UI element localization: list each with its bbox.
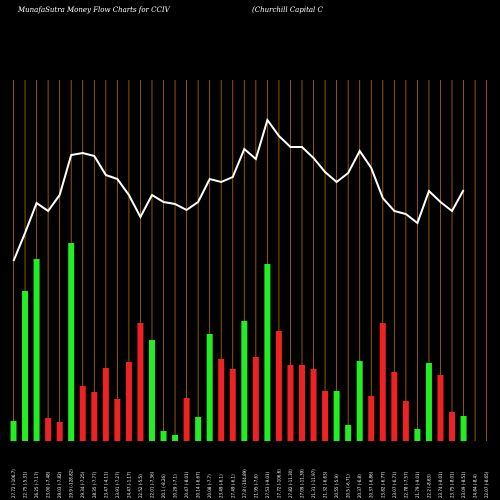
money-flow-bar xyxy=(368,396,375,441)
x-tick-label: 22.07 (-8.65) xyxy=(484,471,489,498)
x-axis-tick-labels: 27.72 (-106.7) 22.75 (-5.31) 26.25 (-7.17)… xyxy=(11,469,489,498)
money-flow-bar xyxy=(275,331,282,441)
x-tick-label: 20.14 (-6.67) xyxy=(196,471,201,498)
money-flow-bar xyxy=(195,417,202,441)
money-flow-bar xyxy=(310,369,317,441)
money-flow-bar xyxy=(229,369,236,441)
money-flow-bar xyxy=(460,416,467,441)
x-tick-label: 23.47 (-4.11) xyxy=(103,471,108,498)
x-tick-label: 23.75 (-8.01) xyxy=(450,471,455,498)
x-tick-label: 22.2 (-8.63) xyxy=(426,474,431,498)
x-tick-label: 20.1 (-8.26) xyxy=(161,474,166,498)
money-flow-bar xyxy=(333,391,340,441)
x-tick-label: 23.07 (-6.71) xyxy=(392,471,397,498)
money-flow-bar xyxy=(425,363,432,441)
x-tick-label: 27.72 (-106.6) xyxy=(276,469,281,498)
money-flow-bar xyxy=(22,291,29,441)
x-tick-label: 22.01 (-7.36) xyxy=(149,471,154,498)
x-tick-label: 23.00 (-7.48) xyxy=(46,471,51,498)
money-flow-bar xyxy=(79,386,86,441)
money-flow-bar xyxy=(33,259,40,441)
money-flow-bar xyxy=(449,412,456,441)
money-flow-bar xyxy=(137,323,144,441)
money-flow-bar xyxy=(160,431,167,441)
money-flow-bar xyxy=(102,368,109,441)
money-flow-bar xyxy=(114,399,121,441)
x-tick-label: 22.78 (-7.57) xyxy=(403,471,408,498)
x-tick-label: 27.8 (-104.89) xyxy=(242,469,247,498)
x-tick-label: 27.49 (-6.1) xyxy=(230,474,235,498)
x-tick-label: 26.25 (-7.17) xyxy=(34,471,39,498)
x-tick-label: 23.74 (-8.01) xyxy=(438,471,443,498)
x-tick-label: 21.79 (-9.01) xyxy=(415,471,420,498)
money-flow-bar xyxy=(414,429,421,441)
x-tick-label: 28.35 (-7.77) xyxy=(92,471,97,498)
x-tick-label: 20.5 (-6.71) xyxy=(346,474,351,498)
x-tick-label: 24.84 (-8.4) xyxy=(473,474,478,498)
price-line xyxy=(12,117,465,262)
money-flow-bar xyxy=(206,334,213,441)
money-flow-bar xyxy=(402,401,409,441)
x-tick-label: 21.31 (-11.97) xyxy=(311,469,316,498)
money-flow-bar xyxy=(299,365,305,441)
money-flow-bar xyxy=(241,321,248,441)
x-tick-label: 22.52 (-5.5) xyxy=(138,474,143,498)
x-tick-label: 27.82 (-11.30) xyxy=(288,469,293,498)
x-tick-label: 29.9 (-128.82) xyxy=(69,469,74,498)
x-tick-label: 27.53 (-9.01) xyxy=(265,471,270,498)
x-tick-label: 20.37 (-6.8) xyxy=(357,474,362,498)
x-tick-label: 21.95 (-7.6) xyxy=(253,474,258,498)
x-tick-label: 20.55 (-5.9) xyxy=(334,474,339,498)
money-flow-bar xyxy=(45,418,52,441)
money-flow-bar xyxy=(125,362,132,441)
money-flow-bars xyxy=(10,243,467,441)
x-tick-label: 22.75 (-5.31) xyxy=(23,471,28,498)
money-flow-bar xyxy=(91,392,98,441)
x-tick-label: 23.82 (-6.77) xyxy=(380,471,385,498)
x-tick-label: 20.37 (-6.86) xyxy=(369,471,374,498)
x-tick-label: 27.72 (-106.7) xyxy=(11,469,16,498)
money-flow-bar xyxy=(68,243,75,441)
money-flow-bar xyxy=(218,359,225,441)
money-flow-bar xyxy=(148,340,155,441)
money-flow-bar xyxy=(356,361,363,441)
x-tick-label: 20.29 (-7.1) xyxy=(173,474,178,498)
money-flow-bar xyxy=(172,435,179,441)
x-tick-label: 23.91 (-7.27) xyxy=(115,471,120,498)
x-tick-label: 27.09 (-11.39) xyxy=(300,469,305,498)
money-flow-bar xyxy=(252,357,259,441)
money-flow-bar xyxy=(322,391,329,441)
money-flow-bar xyxy=(56,422,63,441)
money-flow-bar xyxy=(345,425,352,441)
x-tick-label: 24.47 (-1.17) xyxy=(126,471,131,498)
x-tick-label: 20.47 (-8.01) xyxy=(184,471,189,498)
money-flow-bar xyxy=(437,375,444,441)
company-name: (Churchill Capital C xyxy=(252,6,323,14)
money-flow-bar xyxy=(10,421,17,441)
chart-title: MunafaSutra Money Flow Charts for CCIV xyxy=(18,6,170,14)
money-flow-bar xyxy=(379,323,386,441)
x-tick-label: 29.03 (-7.82) xyxy=(57,471,62,498)
money-flow-bar xyxy=(391,372,398,441)
x-tick-label: 20.08 (-7.7) xyxy=(207,474,212,498)
x-tick-label: 23.49 (-6.1) xyxy=(219,474,224,498)
x-tick-label: 29.34 (-7.25) xyxy=(80,471,85,498)
money-flow-bar xyxy=(183,398,190,441)
money-flow-bar xyxy=(287,365,294,441)
money-flow-bar xyxy=(264,264,271,441)
x-tick-label: 23.09 (-8.51) xyxy=(461,471,466,498)
x-tick-label: 21.32 (-6.63) xyxy=(323,471,328,498)
